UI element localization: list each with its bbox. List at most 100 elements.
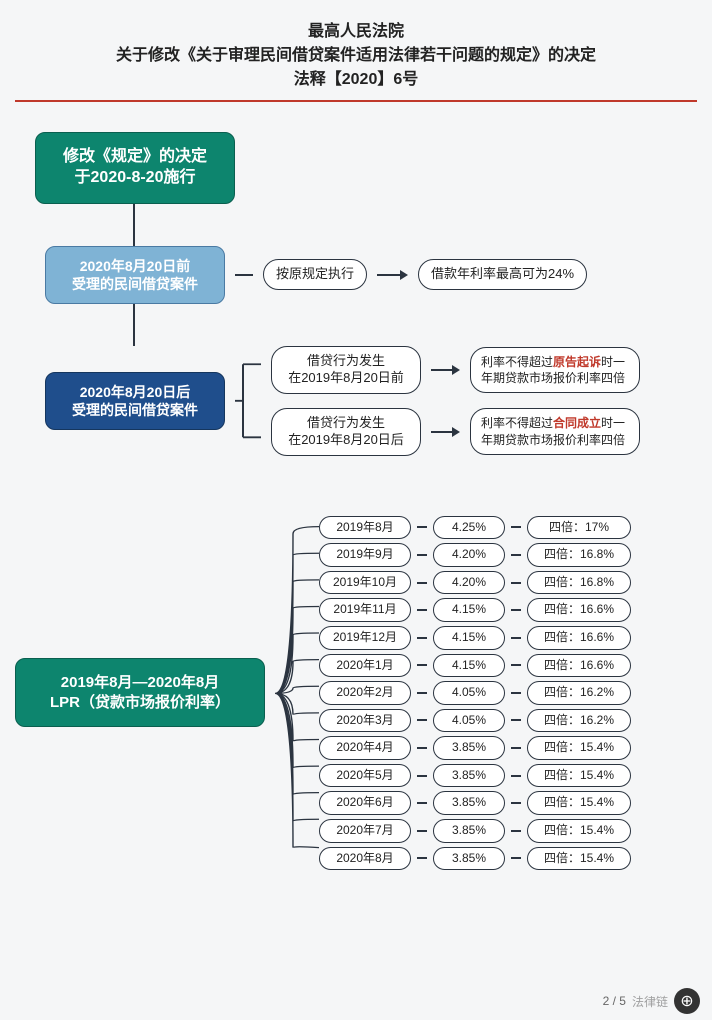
lpr-month: 2019年11月 (319, 598, 411, 622)
node-root: 修改《规定》的决定 于2020-8-20施行 (35, 132, 235, 204)
lpr-month: 2020年6月 (319, 791, 411, 815)
divider-red (15, 100, 697, 102)
lpr-quad: 四倍：17% (527, 516, 631, 540)
lpr-row: 2020年1月 4.15% 四倍：16.6% (319, 654, 697, 678)
bracket-after (235, 346, 261, 456)
lpr-row: 2019年9月 4.20% 四倍：16.8% (319, 543, 697, 567)
lpr-rate: 3.85% (433, 736, 505, 760)
document-header: 最高人民法院 关于修改《关于审理民间借贷案件适用法律若干问题的规定》的决定 法释… (15, 20, 697, 92)
lpr-quad: 四倍：16.6% (527, 598, 631, 622)
lpr-rate: 3.85% (433, 847, 505, 871)
header-line-1: 最高人民法院 (15, 20, 697, 44)
lpr-rate: 4.20% (433, 543, 505, 567)
lpr-table: 2019年8月4.25%四倍：17%2019年9月4.20%四倍：16.8%20… (319, 516, 697, 871)
footer-widget: 2 / 5 法律链 ⊕ (603, 988, 700, 1014)
lpr-rate: 4.15% (433, 654, 505, 678)
lpr-quad: 四倍：16.6% (527, 654, 631, 678)
connector (417, 637, 427, 639)
connector-h1 (235, 274, 253, 276)
lpr-month: 2020年1月 (319, 654, 411, 678)
connector (417, 609, 427, 611)
connector (417, 857, 427, 859)
lpr-month: 2020年8月 (319, 847, 411, 871)
note-a-pre: 利率不得超过 (481, 355, 553, 369)
lpr-month: 2020年5月 (319, 764, 411, 788)
lpr-row: 2019年11月 4.15% 四倍：16.6% (319, 598, 697, 622)
lpr-quad: 四倍：15.4% (527, 791, 631, 815)
node-before-rate: 借款年利率最高可为24% (418, 259, 587, 290)
connector (417, 802, 427, 804)
lpr-rate: 3.85% (433, 819, 505, 843)
lpr-month: 2019年12月 (319, 626, 411, 650)
connector (511, 609, 521, 611)
node-before: 2020年8月20日前 受理的民间借贷案件 (45, 246, 225, 304)
note-a-highlight: 原告起诉 (553, 355, 601, 369)
bracket-lpr (275, 516, 319, 871)
connector (417, 582, 427, 584)
lpr-row: 2020年6月3.85%四倍：15.4% (319, 791, 697, 815)
connector (417, 830, 427, 832)
arrow-3 (431, 427, 460, 437)
connector (417, 692, 427, 694)
lpr-month: 2019年8月 (319, 516, 411, 540)
node-before-rule: 按原规定执行 (263, 259, 367, 290)
connector (511, 802, 521, 804)
connector (511, 692, 521, 694)
note-b-pre: 利率不得超过 (481, 416, 553, 430)
lpr-month: 2020年3月 (319, 709, 411, 733)
connector (417, 664, 427, 666)
lpr-quad: 四倍：15.4% (527, 847, 631, 871)
connector (511, 664, 521, 666)
connector (417, 747, 427, 749)
lpr-rate: 4.15% (433, 598, 505, 622)
lpr-row: 2019年12月 4.15% 四倍：16.6% (319, 626, 697, 650)
node-after-a: 借贷行为发生 在2019年8月20日前 (271, 346, 421, 394)
lpr-quad: 四倍：16.2% (527, 681, 631, 705)
lpr-row: 2019年10月 4.20% 四倍：16.8% (319, 571, 697, 595)
connector (511, 554, 521, 556)
share-label: 法律链 (632, 993, 668, 1010)
lpr-row: 2019年8月4.25%四倍：17% (319, 516, 697, 540)
lpr-row: 2020年4月 3.85% 四倍：15.4% (319, 736, 697, 760)
arrow-1 (377, 270, 408, 280)
note-b-highlight: 合同成立 (553, 416, 601, 430)
lpr-quad: 四倍：16.6% (527, 626, 631, 650)
connector (417, 775, 427, 777)
lpr-month: 2020年7月 (319, 819, 411, 843)
connector (511, 526, 521, 528)
lpr-month: 2020年2月 (319, 681, 411, 705)
node-after: 2020年8月20日后 受理的民间借贷案件 (45, 372, 225, 430)
lpr-quad: 四倍：16.2% (527, 709, 631, 733)
connector-v1 (133, 204, 135, 246)
lpr-quad: 四倍：16.8% (527, 571, 631, 595)
node-after-b: 借贷行为发生 在2019年8月20日后 (271, 408, 421, 456)
lpr-rate: 4.05% (433, 709, 505, 733)
arrow-2 (431, 365, 460, 375)
header-line-2: 关于修改《关于审理民间借贷案件适用法律若干问题的规定》的决定 (15, 44, 697, 68)
connector (417, 526, 427, 528)
lpr-section: 2019年8月—2020年8月 LPR（贷款市场报价利率） 2019年8月4.2… (15, 516, 697, 871)
connector (417, 554, 427, 556)
connector (511, 830, 521, 832)
node-lpr-title: 2019年8月—2020年8月 LPR（贷款市场报价利率） (15, 658, 265, 727)
connector (417, 719, 427, 721)
flowchart: 修改《规定》的决定 于2020-8-20施行 2020年8月20日前 受理的民间… (15, 132, 697, 870)
lpr-month: 2019年10月 (319, 571, 411, 595)
connector (511, 747, 521, 749)
note-a: 利率不得超过原告起诉时一年期贷款市场报价利率四倍 (470, 347, 640, 393)
lpr-quad: 四倍：16.8% (527, 543, 631, 567)
lpr-quad: 四倍：15.4% (527, 736, 631, 760)
lpr-rate: 4.20% (433, 571, 505, 595)
zoom-in-icon[interactable]: ⊕ (674, 988, 700, 1014)
header-line-3: 法释【2020】6号 (15, 68, 697, 92)
lpr-rate: 4.15% (433, 626, 505, 650)
lpr-month: 2020年4月 (319, 736, 411, 760)
lpr-quad: 四倍：15.4% (527, 764, 631, 788)
lpr-row: 2020年8月 3.85% 四倍：15.4% (319, 847, 697, 871)
connector (511, 719, 521, 721)
lpr-quad: 四倍：15.4% (527, 819, 631, 843)
lpr-rate: 4.05% (433, 681, 505, 705)
lpr-rate: 3.85% (433, 764, 505, 788)
lpr-row: 2020年5月 3.85% 四倍：15.4% (319, 764, 697, 788)
lpr-month: 2019年9月 (319, 543, 411, 567)
